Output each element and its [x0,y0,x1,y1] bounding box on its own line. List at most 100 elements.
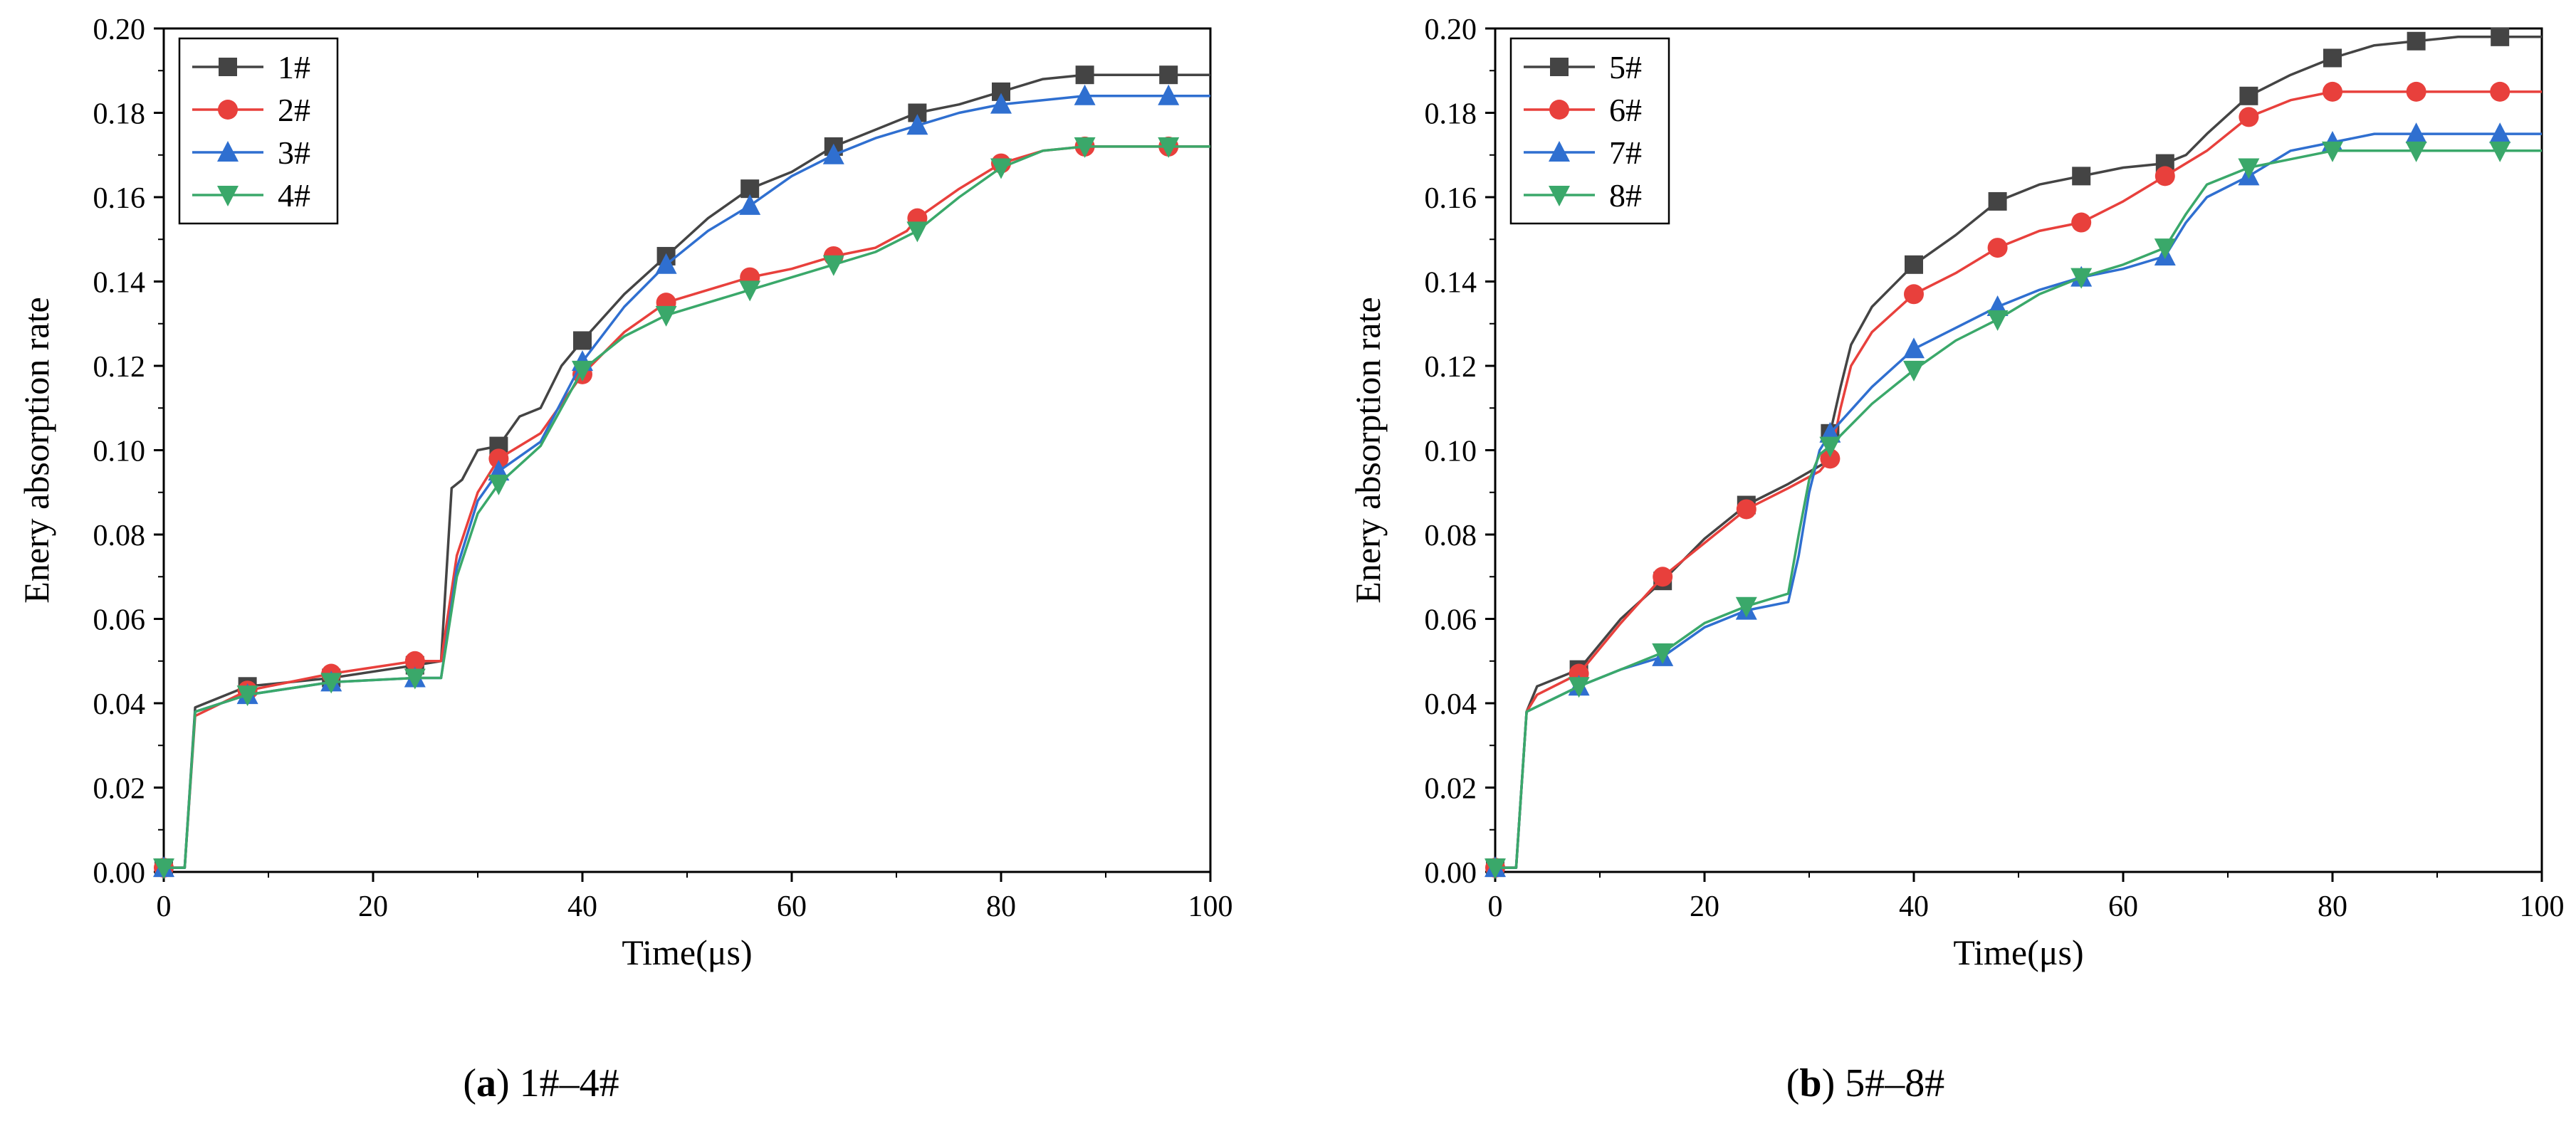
series-marker-a-4-4 [488,474,510,495]
caption-b-text: 5#–8# [1835,1061,1945,1105]
series-marker-a-4-8 [822,255,844,276]
series-marker-a-3-10 [990,93,1012,114]
y-tick-label-b-9: 0.18 [1425,98,1477,131]
x-tick-label-b-1: 20 [1690,890,1719,923]
y-tick-label-a-5: 0.10 [93,436,146,468]
series-marker-b-2-12 [2490,81,2510,102]
series-marker-b-4-9 [2238,158,2260,179]
legend-label-a-1: 1# [278,49,310,85]
series-marker-b-4-10 [2322,141,2343,162]
x-axis-label-b: Time(μs) [1953,932,2083,972]
series-marker-a-3-12 [1158,84,1180,105]
series-marker-a-4-3 [404,668,426,690]
y-tick-label-a-6: 0.12 [93,351,146,384]
series-marker-b-4-12 [2489,141,2511,162]
y-tick-label-a-4: 0.08 [93,520,146,552]
series-marker-a-3-6 [655,253,677,274]
series-marker-b-2-5 [1904,284,1924,305]
legend-marker-a-4 [217,186,239,206]
legend-box-a [178,37,339,225]
series-marker-b-2-2 [1653,567,1673,587]
series-marker-b-2-4 [1820,448,1841,469]
y-tick-label-a-0: 0.00 [93,857,146,890]
series-marker-a-3-8 [822,143,844,164]
chart-b: 0.00 0.02 0.04 0.06 0.08 0.10 0.12 0.14 0.16 0.18… [1348,14,2565,972]
x-tick-label-b-5: 100 [2520,890,2565,923]
series-marker-b-3-12 [2489,122,2511,144]
x-tick-label-b-0: 0 [1488,890,1503,923]
series-marker-a-1-11 [1075,65,1094,85]
series-marker-a-4-0 [153,858,174,880]
y-tick-label-b-7: 0.14 [1425,267,1477,300]
y-tick-label-b-8: 0.16 [1425,182,1477,215]
series-marker-a-4-2 [320,673,342,694]
y-tick-label-a-7: 0.14 [93,267,146,300]
y-tick-label-b-5: 0.10 [1425,436,1477,468]
series-line-b-4 [1495,149,2542,869]
series-marker-a-4-6 [655,305,677,327]
series-marker-b-2-8 [2154,166,2175,186]
series-marker-b-1-11 [2407,31,2426,51]
x-tick-label-a-3: 60 [777,890,807,923]
series-marker-a-3-11 [1074,84,1096,105]
x-tick-label-a-0: 0 [157,890,172,923]
series-marker-b-1-5 [1905,255,1923,274]
legend-marker-b-2 [1549,100,1569,120]
caption-b: (b) 5#–8# [1786,1061,1945,1105]
x-tick-label-b-4: 80 [2318,890,2347,923]
legend-label-b-1: 5# [1609,49,1642,85]
series-marker-b-1-7 [2072,167,2091,186]
series-marker-b-3-5 [1903,337,1925,359]
series-marker-b-2-10 [2323,81,2342,102]
y-tick-label-b-3: 0.06 [1425,604,1477,637]
x-tick-label-a-4: 80 [986,890,1016,923]
x-axis-label-a: Time(μs) [622,932,752,972]
x-tick-label-a-5: 100 [1188,890,1233,923]
series-marker-a-4-11 [1074,137,1096,158]
legend-marker-a-3 [217,141,239,162]
series-marker-a-4-1 [236,685,258,707]
series-marker-a-2-3 [404,651,425,671]
series-marker-b-1-12 [2491,27,2510,46]
series-marker-a-4-12 [1158,137,1180,158]
series-marker-b-2-3 [1736,499,1756,520]
y-tick-label-b-1: 0.02 [1425,773,1477,806]
legend-box-b [1509,37,1670,225]
caption-a-text: 1#–4# [509,1061,619,1105]
series-marker-b-2-9 [2239,107,2259,127]
series-marker-b-4-1 [1568,677,1590,698]
x-tick-label-b-3: 60 [2108,890,2138,923]
x-tick-label-b-2: 40 [1899,890,1929,923]
series-marker-a-2-4 [488,448,509,469]
series-marker-b-4-11 [2405,141,2427,162]
series-marker-b-1-9 [2239,86,2258,105]
series-marker-a-4-9 [906,221,928,243]
legend-label-a-3: 3# [278,135,310,171]
legend-marker-b-3 [1549,141,1570,162]
y-tick-label-b-0: 0.00 [1425,857,1477,890]
y-tick-label-a-3: 0.06 [93,604,146,637]
series-marker-b-1-6 [1988,191,2007,211]
legend-marker-a-2 [218,100,238,120]
x-tick-label-a-2: 40 [567,890,597,923]
series-marker-b-4-8 [2154,238,2176,260]
series-marker-a-4-10 [990,158,1012,179]
series-marker-b-4-7 [2070,268,2093,289]
legend-marker-b-1 [1550,58,1569,76]
series-marker-b-1-10 [2323,48,2342,68]
legend-label-b-4: 8# [1609,177,1642,214]
series-marker-a-1-5 [573,331,592,350]
series-marker-b-2-11 [2406,81,2426,102]
series-marker-a-3-9 [906,114,928,135]
series-marker-a-4-7 [739,280,761,302]
series-marker-a-1-12 [1159,65,1178,85]
series-line-a-4 [164,145,1210,869]
series-line-b-3 [1495,132,2542,869]
series-marker-a-3-7 [739,194,761,215]
series-marker-b-3-11 [2405,122,2427,144]
series-marker-b-4-3 [1735,596,1757,618]
series-marker-a-4-5 [572,360,593,382]
legend-label-b-2: 6# [1609,92,1642,128]
y-tick-label-b-4: 0.08 [1425,520,1477,552]
y-tick-label-a-2: 0.04 [93,688,146,721]
